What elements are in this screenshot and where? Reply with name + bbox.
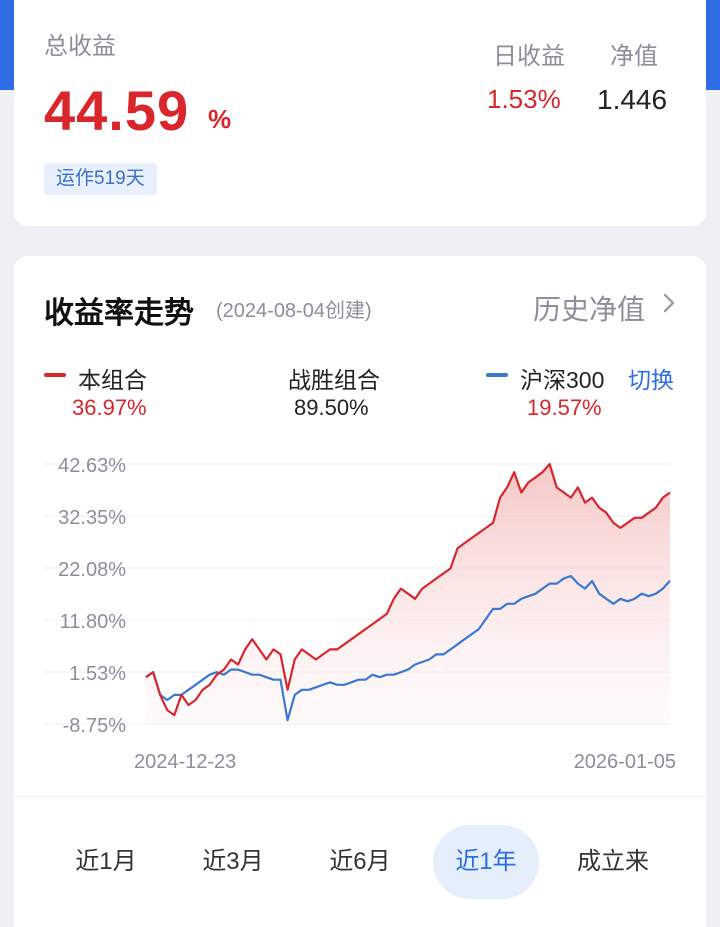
switch-benchmark-button[interactable]: 切换 [628,367,674,393]
benchmark-legend-value: 19.57% [527,395,602,420]
y-tick-label: 32.35% [58,507,126,529]
history-nav-link[interactable]: 历史净值 [533,294,646,325]
tab-3-months[interactable]: 近3月 [202,848,264,875]
portfolio-line [145,462,671,717]
nav-value: 1.446 [597,84,668,115]
total-return-value: 44.59 [44,79,190,142]
chevron-right-icon[interactable] [662,292,676,314]
y-tick-label: 1.53% [69,663,126,685]
benchmark-legend-swatch [486,373,508,377]
portfolio-legend-swatch [44,373,66,377]
x-tick-label: 2024-12-23 [134,751,236,773]
active-tab-highlight [433,825,539,899]
beat-portfolio-value: 89.50% [294,395,369,420]
daily-return-label: 日收益 [493,43,565,70]
running-days-badge: 运作519天 [44,163,157,195]
y-tick-label: -8.75% [63,715,127,737]
tab-6-months[interactable]: 近6月 [329,848,391,875]
total-return-unit: % [208,104,232,134]
tab-since-inception[interactable]: 成立来 [577,848,649,875]
y-tick-label: 42.63% [58,455,126,477]
x-tick-label: 2026-01-05 [574,751,676,773]
tab-1-year[interactable]: 近1年 [455,848,517,875]
portfolio-legend-value: 36.97% [72,395,147,420]
benchmark-legend-label: 沪深300 [520,367,605,393]
divider [14,796,706,797]
nav-label: 净值 [610,43,658,70]
trend-title: 收益率走势 [44,297,194,330]
benchmark-line [145,574,671,722]
y-tick-label: 11.80% [60,611,127,633]
beat-portfolio-label: 战胜组合 [288,367,380,393]
total-return-label: 总收益 [44,33,116,60]
y-tick-label: 22.08% [58,559,126,581]
return-trend-chart: 42.63% 32.35% 22.08% 11.80% 1.53% -8.75% 2024… [44,455,676,773]
tab-1-month[interactable]: 近1月 [75,848,137,875]
portfolio-legend-label: 本组合 [78,367,147,393]
created-date: (2024-08-04创建) [216,300,372,322]
daily-return-value: 1.53% [487,84,561,114]
